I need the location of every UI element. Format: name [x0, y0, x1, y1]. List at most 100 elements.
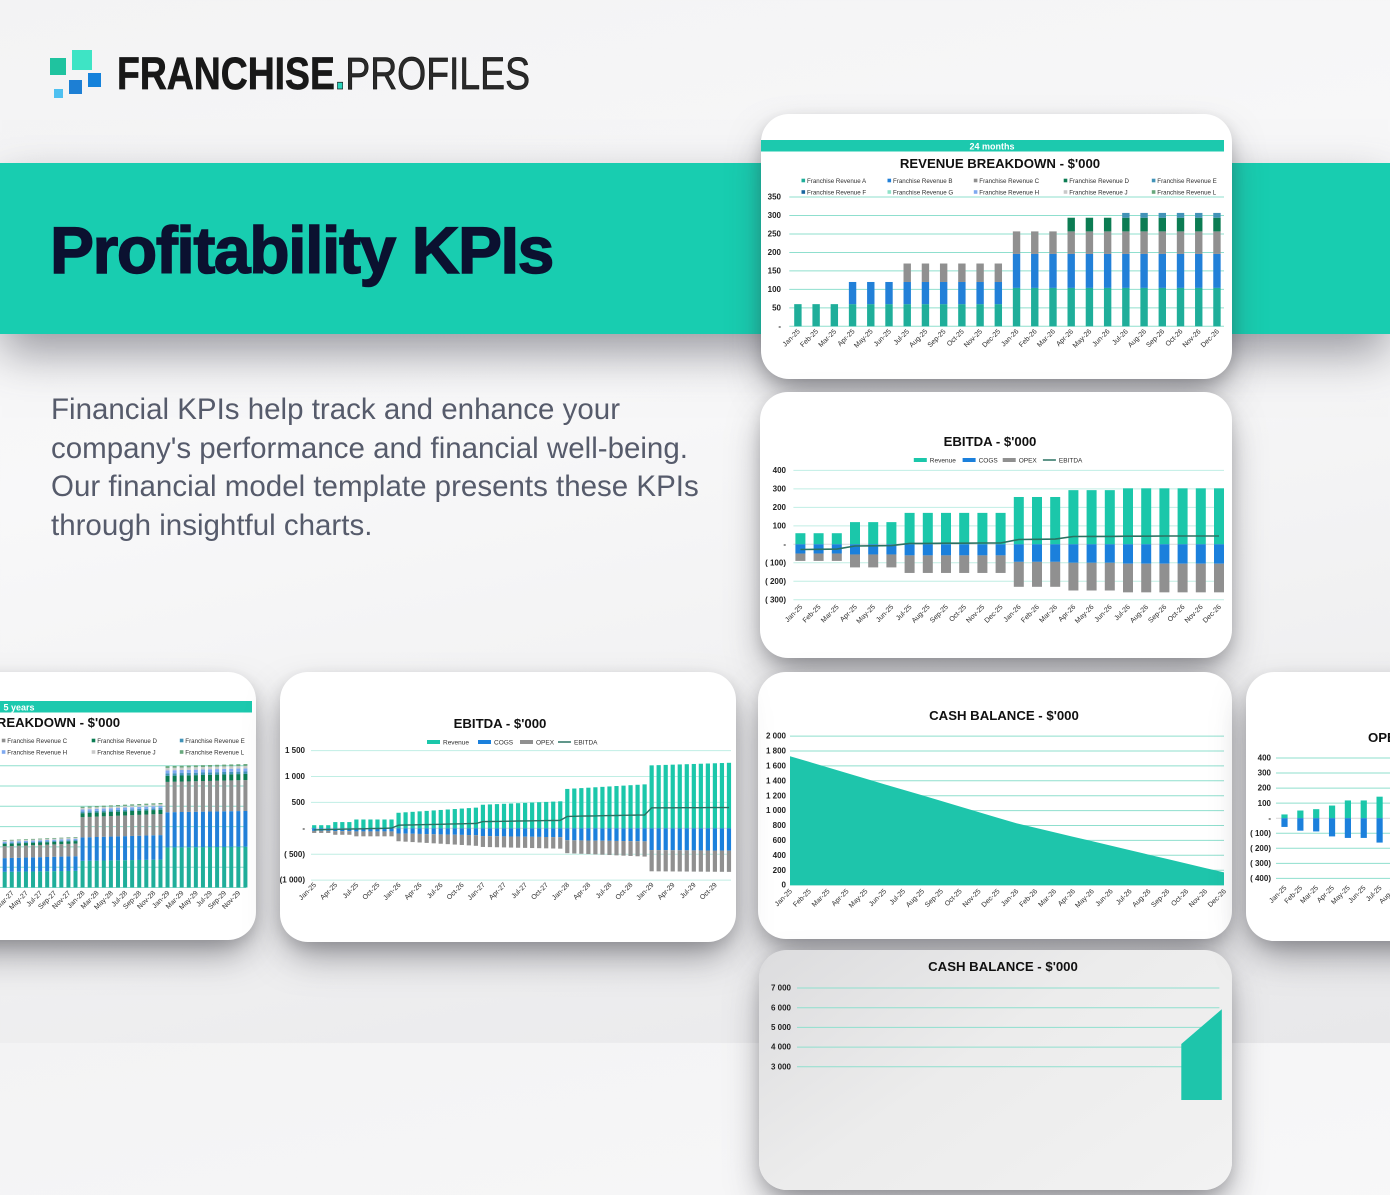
svg-text:Nov-25: Nov-25	[965, 604, 986, 625]
svg-text:Franchise Revenue J: Franchise Revenue J	[1069, 189, 1127, 196]
svg-text:-: -	[778, 322, 781, 331]
svg-text:Feb-25: Feb-25	[799, 328, 820, 349]
svg-text:( 200): ( 200)	[1250, 844, 1271, 853]
svg-text:Dec-25: Dec-25	[981, 888, 1002, 909]
svg-text:Jun-25: Jun-25	[875, 604, 895, 624]
svg-text:Jan-27: Jan-27	[467, 882, 487, 902]
svg-text:200: 200	[773, 866, 787, 875]
svg-text:Sep-26: Sep-26	[1150, 888, 1171, 909]
svg-text:Oct-25: Oct-25	[944, 888, 964, 908]
svg-text:Mar-26: Mar-26	[1036, 328, 1057, 349]
svg-text:Franchise Revenue D: Franchise Revenue D	[1069, 178, 1129, 185]
svg-text:( 200): ( 200)	[765, 577, 786, 586]
svg-text:May-25: May-25	[856, 604, 878, 626]
svg-text:Oct-27: Oct-27	[530, 882, 550, 902]
svg-text:Nov-26: Nov-26	[1184, 604, 1205, 625]
svg-text:Aug-25: Aug-25	[911, 604, 932, 625]
svg-text:Franchise Revenue E: Franchise Revenue E	[1157, 178, 1217, 185]
svg-text:400: 400	[1258, 754, 1272, 763]
svg-text:Feb-26: Feb-26	[1019, 888, 1040, 909]
svg-text:Aug-26: Aug-26	[1127, 328, 1148, 349]
svg-text:Aug-26: Aug-26	[1129, 604, 1150, 625]
svg-text:Franchise Revenue E: Franchise Revenue E	[185, 738, 245, 745]
svg-text:24 months: 24 months	[969, 142, 1014, 152]
svg-text:100: 100	[768, 285, 782, 294]
svg-text:Nov-26: Nov-26	[1188, 888, 1209, 909]
svg-text:Oct-28: Oct-28	[615, 882, 635, 902]
svg-text:Feb-26: Feb-26	[1018, 328, 1039, 349]
svg-text:1 400: 1 400	[766, 776, 787, 785]
svg-text:Nov-25: Nov-25	[963, 328, 984, 349]
svg-text:-: -	[302, 824, 305, 833]
svg-text:Jan-26: Jan-26	[1003, 604, 1023, 624]
svg-text:Jan-26: Jan-26	[382, 882, 402, 902]
svg-text:Jan-25: Jan-25	[784, 604, 804, 624]
svg-text:May-26: May-26	[1074, 604, 1096, 626]
svg-text:Sep-25: Sep-25	[927, 328, 948, 349]
svg-text:2 000: 2 000	[766, 732, 787, 741]
svg-text:Dec-25: Dec-25	[984, 604, 1005, 625]
svg-text:Apr-29: Apr-29	[657, 882, 677, 902]
svg-text:Jun-26: Jun-26	[1094, 604, 1114, 624]
svg-text:( 300): ( 300)	[765, 595, 786, 604]
svg-text:Mar-26: Mar-26	[1037, 888, 1058, 909]
svg-text:400: 400	[773, 851, 787, 860]
svg-text:Aug-25: Aug-25	[908, 328, 929, 349]
svg-text:OPEX: OPEX	[1019, 457, 1038, 464]
svg-text:Nov-26: Nov-26	[1182, 328, 1203, 349]
svg-text:Feb-25: Feb-25	[792, 888, 813, 909]
svg-text:5 years: 5 years	[3, 703, 34, 713]
svg-text:50: 50	[772, 303, 781, 312]
svg-text:Jan-29: Jan-29	[635, 882, 655, 902]
svg-text:Franchise Revenue D: Franchise Revenue D	[97, 738, 157, 745]
svg-text:200: 200	[1258, 784, 1272, 793]
svg-text:Aug-25: Aug-25	[905, 888, 926, 909]
svg-text:Franchise Revenue C: Franchise Revenue C	[7, 738, 67, 745]
svg-text:Jun-26: Jun-26	[1095, 888, 1115, 908]
svg-text:Jan-26: Jan-26	[1000, 888, 1020, 908]
svg-text:Mar-26: Mar-26	[1038, 604, 1059, 625]
svg-text:Jan-28: Jan-28	[551, 882, 571, 902]
svg-text:EBITDA - $'000: EBITDA - $'000	[454, 716, 547, 731]
svg-text:0: 0	[782, 881, 787, 890]
svg-text:( 400): ( 400)	[1250, 874, 1271, 883]
svg-text:4 000: 4 000	[771, 1043, 792, 1052]
svg-text:REVENUE BREAKDOWN - $'000: REVENUE BREAKDOWN - $'000	[900, 156, 1100, 171]
svg-text:600: 600	[773, 836, 787, 845]
svg-text:150: 150	[768, 267, 782, 276]
svg-text:1 500: 1 500	[285, 746, 306, 755]
svg-text:Feb-26: Feb-26	[1020, 604, 1041, 625]
svg-text:Oct-25: Oct-25	[362, 882, 382, 902]
svg-text:1 000: 1 000	[766, 806, 787, 815]
svg-text:Franchise Revenue L: Franchise Revenue L	[1157, 189, 1216, 196]
svg-text:Jul-29: Jul-29	[679, 882, 698, 901]
svg-text:300: 300	[768, 211, 782, 220]
svg-text:OPEX: OPEX	[536, 739, 555, 746]
svg-text:COGS: COGS	[979, 457, 999, 464]
svg-text:Apr-26: Apr-26	[404, 882, 424, 902]
svg-text:Jul-25: Jul-25	[342, 882, 361, 901]
svg-text:Jul-26: Jul-26	[426, 882, 445, 901]
svg-text:COGS: COGS	[494, 739, 514, 746]
svg-text:200: 200	[768, 248, 782, 257]
svg-text:350: 350	[768, 193, 782, 202]
svg-text:5 000: 5 000	[771, 1023, 792, 1032]
svg-text:Dec-25: Dec-25	[981, 328, 1002, 349]
svg-text:200: 200	[773, 503, 787, 512]
svg-text:Nov-25: Nov-25	[962, 888, 983, 909]
svg-text:May-26: May-26	[1074, 888, 1096, 910]
svg-text:Oct-26: Oct-26	[1170, 888, 1190, 908]
svg-text:CASH BALANCE - $'000: CASH BALANCE - $'000	[929, 708, 1079, 723]
svg-text:Jul-28: Jul-28	[595, 882, 614, 901]
svg-text:OPERATING CASH FLOW - $'000: OPERATING CASH FLOW - $'000	[1368, 730, 1390, 745]
svg-text:( 100): ( 100)	[765, 558, 786, 567]
svg-text:Jun-25: Jun-25	[1348, 885, 1368, 905]
svg-text:6 000: 6 000	[771, 1003, 792, 1012]
svg-text:Revenue: Revenue	[930, 457, 956, 464]
svg-text:Aug-25: Aug-25	[1378, 885, 1390, 906]
svg-text:100: 100	[1258, 799, 1272, 808]
svg-text:500: 500	[292, 798, 306, 807]
svg-text:100: 100	[773, 521, 787, 530]
svg-text:EBITDA: EBITDA	[574, 739, 598, 746]
svg-text:Dec-26: Dec-26	[1202, 604, 1223, 625]
